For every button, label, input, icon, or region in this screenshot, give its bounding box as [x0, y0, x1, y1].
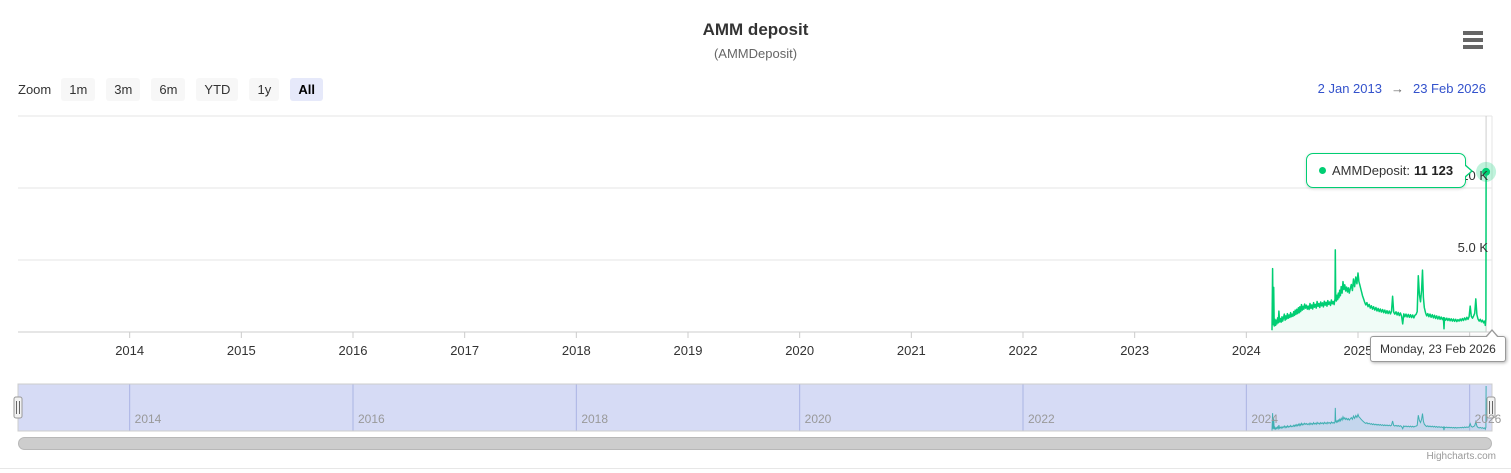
chart-subtitle: (AMMDeposit): [713, 46, 798, 61]
tooltip-value: 11 123: [1414, 163, 1454, 178]
navigator[interactable]: [17, 383, 1493, 432]
x-axis-label: 2025: [1343, 343, 1373, 358]
main-series[interactable]: [1271, 171, 1487, 332]
y-gridlines: [18, 115, 1493, 332]
x-axis-label: 2015: [226, 343, 256, 358]
zoom-button-6m[interactable]: 6m: [151, 78, 186, 101]
scrollbar-thumb[interactable]: [18, 437, 1492, 450]
tooltip-series-label: AMMDeposit:: [1332, 163, 1411, 178]
date-tooltip: Monday, 23 Feb 2026: [1370, 329, 1506, 362]
x-axis-label: 2021: [896, 343, 926, 358]
zoom-button-3m[interactable]: 3m: [106, 78, 141, 101]
range-to-input[interactable]: 23 Feb 2026: [1412, 81, 1486, 96]
zoom-button-ytd[interactable]: YTD: [196, 78, 239, 101]
zoom-button-1m[interactable]: 1m: [61, 78, 96, 101]
x-axis-label: 2020: [785, 343, 815, 358]
series-tooltip: AMMDeposit: 11 123: [1306, 153, 1474, 188]
y-axis-label: 5.0 K: [1457, 240, 1488, 255]
zoom-label: Zoom: [18, 82, 52, 97]
zoom-buttons-group: 1m 3m 6m YTD 1y All: [61, 78, 334, 101]
x-axis: [18, 331, 1492, 338]
navigator-axis-label: 2022: [1028, 412, 1055, 426]
navigator-axis-label: 2014: [134, 412, 162, 426]
range-from-input[interactable]: 2 Jan 2013: [1317, 81, 1382, 96]
x-axis-label: 2018: [561, 343, 591, 358]
x-axis-label: 2017: [450, 343, 480, 358]
navigator-axis-label: 2018: [581, 412, 609, 426]
navigator-axis-label: 2026: [1474, 412, 1502, 426]
x-axis-label: 2022: [1008, 343, 1038, 358]
x-axis-label: 2019: [673, 343, 703, 358]
navigator-axis-label: 2016: [358, 412, 385, 426]
x-axis-label: 2014: [115, 343, 145, 358]
zoom-button-all[interactable]: All: [290, 78, 324, 101]
navigator-axis-label: 2020: [804, 412, 832, 426]
zoom-button-1y[interactable]: 1y: [249, 78, 280, 101]
highcharts-credits-link[interactable]: Highcharts.com: [1426, 451, 1496, 462]
page-divider: [0, 468, 1511, 469]
x-axis-label: 2016: [338, 343, 368, 358]
x-axis-label: 2023: [1120, 343, 1150, 358]
last-point-marker[interactable]: [1476, 161, 1497, 182]
range-selector: Zoom 1m 3m 6m YTD 1y All: [18, 78, 334, 101]
navigator-handles[interactable]: [13, 396, 1496, 419]
context-menu-icon[interactable]: [1461, 29, 1485, 51]
range-arrow-icon: →: [1390, 81, 1404, 96]
range-inputs: 2 Jan 2013 → 23 Feb 2026: [1318, 81, 1486, 96]
series-marker-icon: [1319, 167, 1326, 174]
chart-title: AMM deposit: [702, 20, 809, 39]
navigator-axis-label: 2024: [1251, 412, 1279, 426]
x-axis-label: 2024: [1231, 343, 1261, 358]
